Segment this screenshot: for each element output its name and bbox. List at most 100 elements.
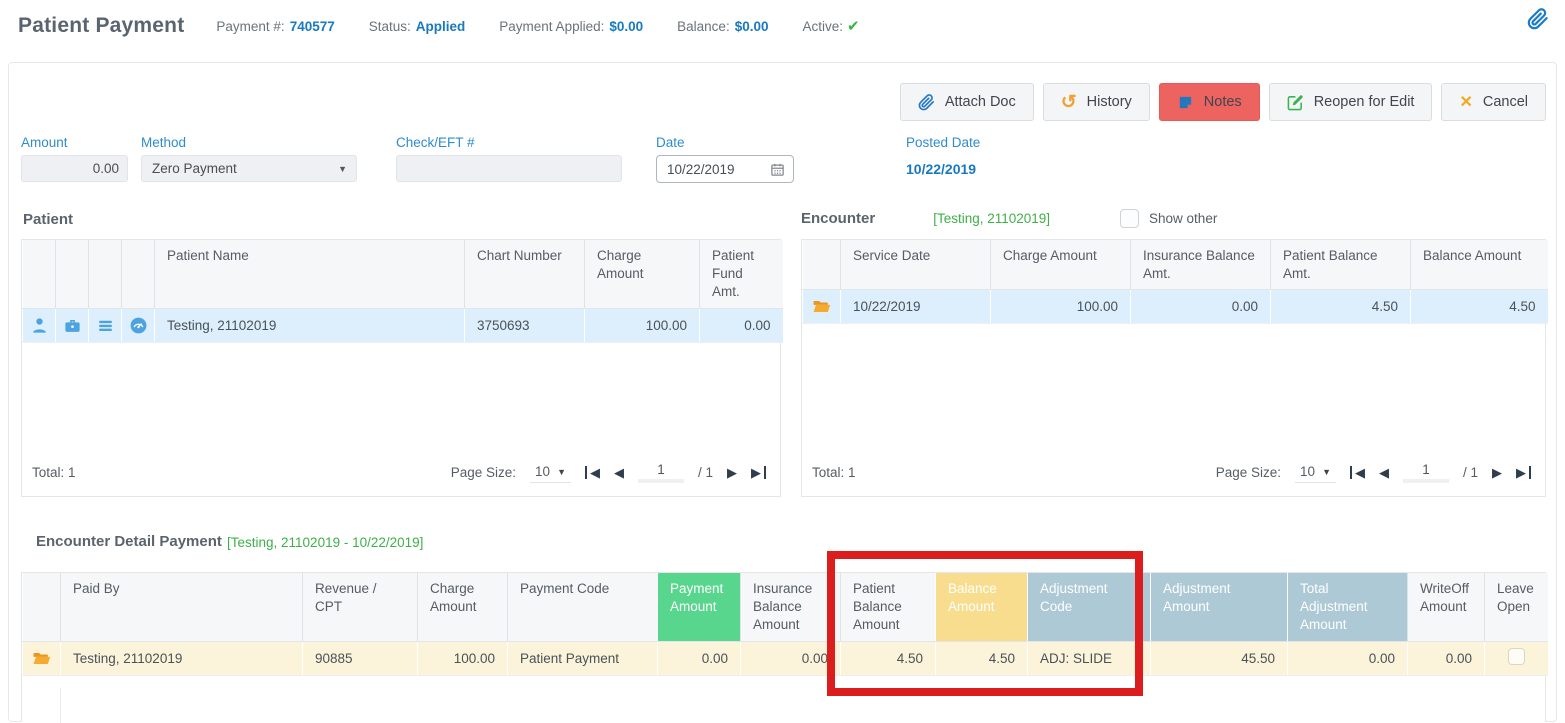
- patient-section-title: Patient: [23, 211, 74, 228]
- reopen-for-edit-button[interactable]: Reopen for Edit: [1268, 83, 1433, 121]
- total-adjustment-amount-column-header: Total Adjustment Amount: [1287, 573, 1408, 642]
- encounter-grid: Service Date Charge Amount Insurance Bal…: [801, 239, 1548, 497]
- encounter-grid-footer: Total: 1 Page Size: 10 ▼ ◀ ◀ 1 / 1 ▶ ▶: [802, 448, 1545, 496]
- icon-column-header: [121, 240, 155, 309]
- balance-amount-cell: 4.50: [1410, 289, 1548, 325]
- page-size-select[interactable]: 10 ▼: [1295, 461, 1336, 483]
- paid-by-column-header: Paid By: [60, 573, 303, 642]
- reopen-label: Reopen for Edit: [1313, 94, 1415, 110]
- page-size-select[interactable]: 10 ▼: [530, 461, 571, 483]
- service-date-cell: 10/22/2019: [840, 289, 991, 325]
- icon-column-header: [88, 240, 122, 309]
- detail-table-row[interactable]: Testing, 21102019 90885 100.00 Patient P…: [22, 641, 1548, 676]
- encounter-context: [Testing, 21102019]: [933, 211, 1051, 226]
- revenue-cpt-cell: 90885: [302, 641, 418, 676]
- notes-button[interactable]: Notes: [1158, 83, 1260, 121]
- encounter-table-row[interactable]: 10/22/2019 100.00 0.00 4.50 4.50: [802, 289, 1548, 325]
- payment-amount-column-header: Payment Amount: [657, 573, 741, 642]
- menu-lines-icon[interactable]: [96, 316, 115, 335]
- payment-balance: Balance: $0.00: [677, 18, 769, 34]
- active-status: Active: ✔: [802, 18, 860, 35]
- insurance-balance-amount-column-header: Insurance Balance Amount: [740, 573, 841, 642]
- prev-page-button[interactable]: ◀: [613, 464, 624, 480]
- payment-status: Status: Applied: [368, 18, 466, 34]
- open-folder-icon[interactable]: [812, 297, 831, 316]
- balance-amount-column-header: Balance Amount: [935, 573, 1028, 642]
- prev-page-button[interactable]: ◀: [1378, 464, 1389, 480]
- toolbar: Attach Doc ↺ History Notes Reopen for Ed…: [899, 83, 1546, 121]
- page-count-label: / 1: [1462, 464, 1478, 480]
- payment-applied-value: $0.00: [609, 18, 644, 34]
- briefcase-icon[interactable]: [63, 316, 82, 335]
- payment-code-column-header: Payment Code: [507, 573, 658, 642]
- detail-grid: Paid By Revenue / CPT Charge Amount Paym…: [21, 572, 1548, 723]
- leave-open-cell: [1484, 641, 1548, 676]
- page-size-label: Page Size:: [1215, 464, 1282, 480]
- attach-doc-button[interactable]: Attach Doc: [899, 83, 1034, 121]
- posted-date-value: 10/22/2019: [906, 161, 977, 177]
- adjustment-amount-column-header: Adjustment Amount: [1150, 573, 1288, 642]
- history-button[interactable]: ↺ History: [1042, 83, 1150, 121]
- next-page-button[interactable]: ▶: [1492, 464, 1502, 480]
- history-icon: ↺: [1060, 91, 1077, 113]
- open-folder-icon[interactable]: [32, 649, 51, 668]
- first-page-button[interactable]: ◀: [584, 465, 600, 479]
- show-other-checkbox[interactable]: [1120, 209, 1140, 228]
- adjustment-amount-cell: 45.50: [1150, 641, 1288, 676]
- page-number-input[interactable]: 1: [1402, 462, 1449, 483]
- last-page-button[interactable]: ▶: [751, 465, 766, 479]
- note-icon: [1177, 94, 1194, 111]
- patient-cell-icon: [22, 308, 56, 343]
- cancel-button[interactable]: ✕ Cancel: [1441, 83, 1546, 121]
- chevron-down-icon: ▼: [338, 163, 347, 174]
- chevron-down-icon: ▼: [1322, 466, 1331, 477]
- total-adjustment-amount-cell: 0.00: [1287, 641, 1408, 676]
- first-page-button[interactable]: ◀: [1349, 465, 1365, 479]
- encounter-section-title: Encounter: [801, 210, 876, 227]
- insurance-balance-column-header: Insurance Balance Amt.: [1130, 240, 1271, 291]
- payment-amount-cell: 0.00: [657, 641, 741, 676]
- charge-amount-column-header: Charge Amount: [584, 240, 700, 309]
- paid-by-cell: Testing, 21102019: [60, 641, 303, 676]
- gauge-icon[interactable]: [129, 316, 148, 335]
- patient-pager: Page Size: 10 ▼ ◀ ◀ 1 / 1 ▶ ▶: [451, 461, 766, 483]
- patient-balance-amount-column-header: Patient Balance Amount: [840, 573, 936, 642]
- patient-grid: Patient Name Chart Number Charge Amount …: [21, 239, 783, 497]
- encounter-total: Total: 1: [812, 464, 856, 480]
- amount-input[interactable]: 0.00: [21, 155, 128, 182]
- calendar-icon[interactable]: [770, 162, 785, 177]
- patient-cell-icon: [55, 308, 89, 343]
- patient-table-row[interactable]: Testing, 21102019 3750693 100.00 0.00: [22, 308, 783, 343]
- check-eft-input[interactable]: [396, 155, 622, 182]
- adjustment-code-column-header: Adjustment Code: [1027, 573, 1151, 642]
- page-number-input[interactable]: 1: [637, 462, 684, 483]
- chart-number-column-header: Chart Number: [464, 240, 585, 309]
- person-icon[interactable]: [30, 316, 49, 335]
- payment-number: Payment #: 740577: [216, 18, 335, 34]
- charge-amount-cell: 100.00: [417, 641, 508, 676]
- date-input[interactable]: 10/22/2019: [656, 155, 794, 183]
- patient-balance-amount-cell: 4.50: [840, 641, 936, 676]
- method-select[interactable]: Zero Payment ▼: [141, 155, 357, 182]
- history-label: History: [1086, 94, 1132, 110]
- chevron-down-icon: ▼: [557, 466, 566, 477]
- date-value: 10/22/2019: [667, 161, 735, 177]
- check-eft-label: Check/EFT #: [396, 135, 475, 150]
- patient-fund-column-header: Patient Fund Amt.: [699, 240, 783, 309]
- charge-amount-cell: 100.00: [990, 289, 1131, 325]
- attachment-paperclip-icon[interactable]: [1527, 8, 1549, 30]
- service-date-column-header: Service Date: [840, 240, 991, 291]
- leave-open-column-header: Leave Open: [1484, 573, 1548, 642]
- revenue-cpt-column-header: Revenue / CPT: [302, 573, 418, 642]
- last-page-button[interactable]: ▶: [1516, 465, 1531, 479]
- leave-open-checkbox[interactable]: [1507, 648, 1525, 666]
- page-count-label: / 1: [697, 464, 713, 480]
- payment-code-cell: Patient Payment: [507, 641, 658, 676]
- writeoff-amount-column-header: WriteOff Amount: [1407, 573, 1485, 642]
- top-bar: Patient Payment Payment #: 740577 Status:…: [0, 0, 1565, 58]
- next-page-button[interactable]: ▶: [727, 464, 737, 480]
- payment-meta: Payment #: 740577 Status: Applied Payment …: [216, 17, 859, 35]
- encounter-cell-icon: [802, 289, 841, 325]
- icon-column-header: [55, 240, 89, 309]
- insurance-balance-amount-cell: 0.00: [740, 641, 841, 676]
